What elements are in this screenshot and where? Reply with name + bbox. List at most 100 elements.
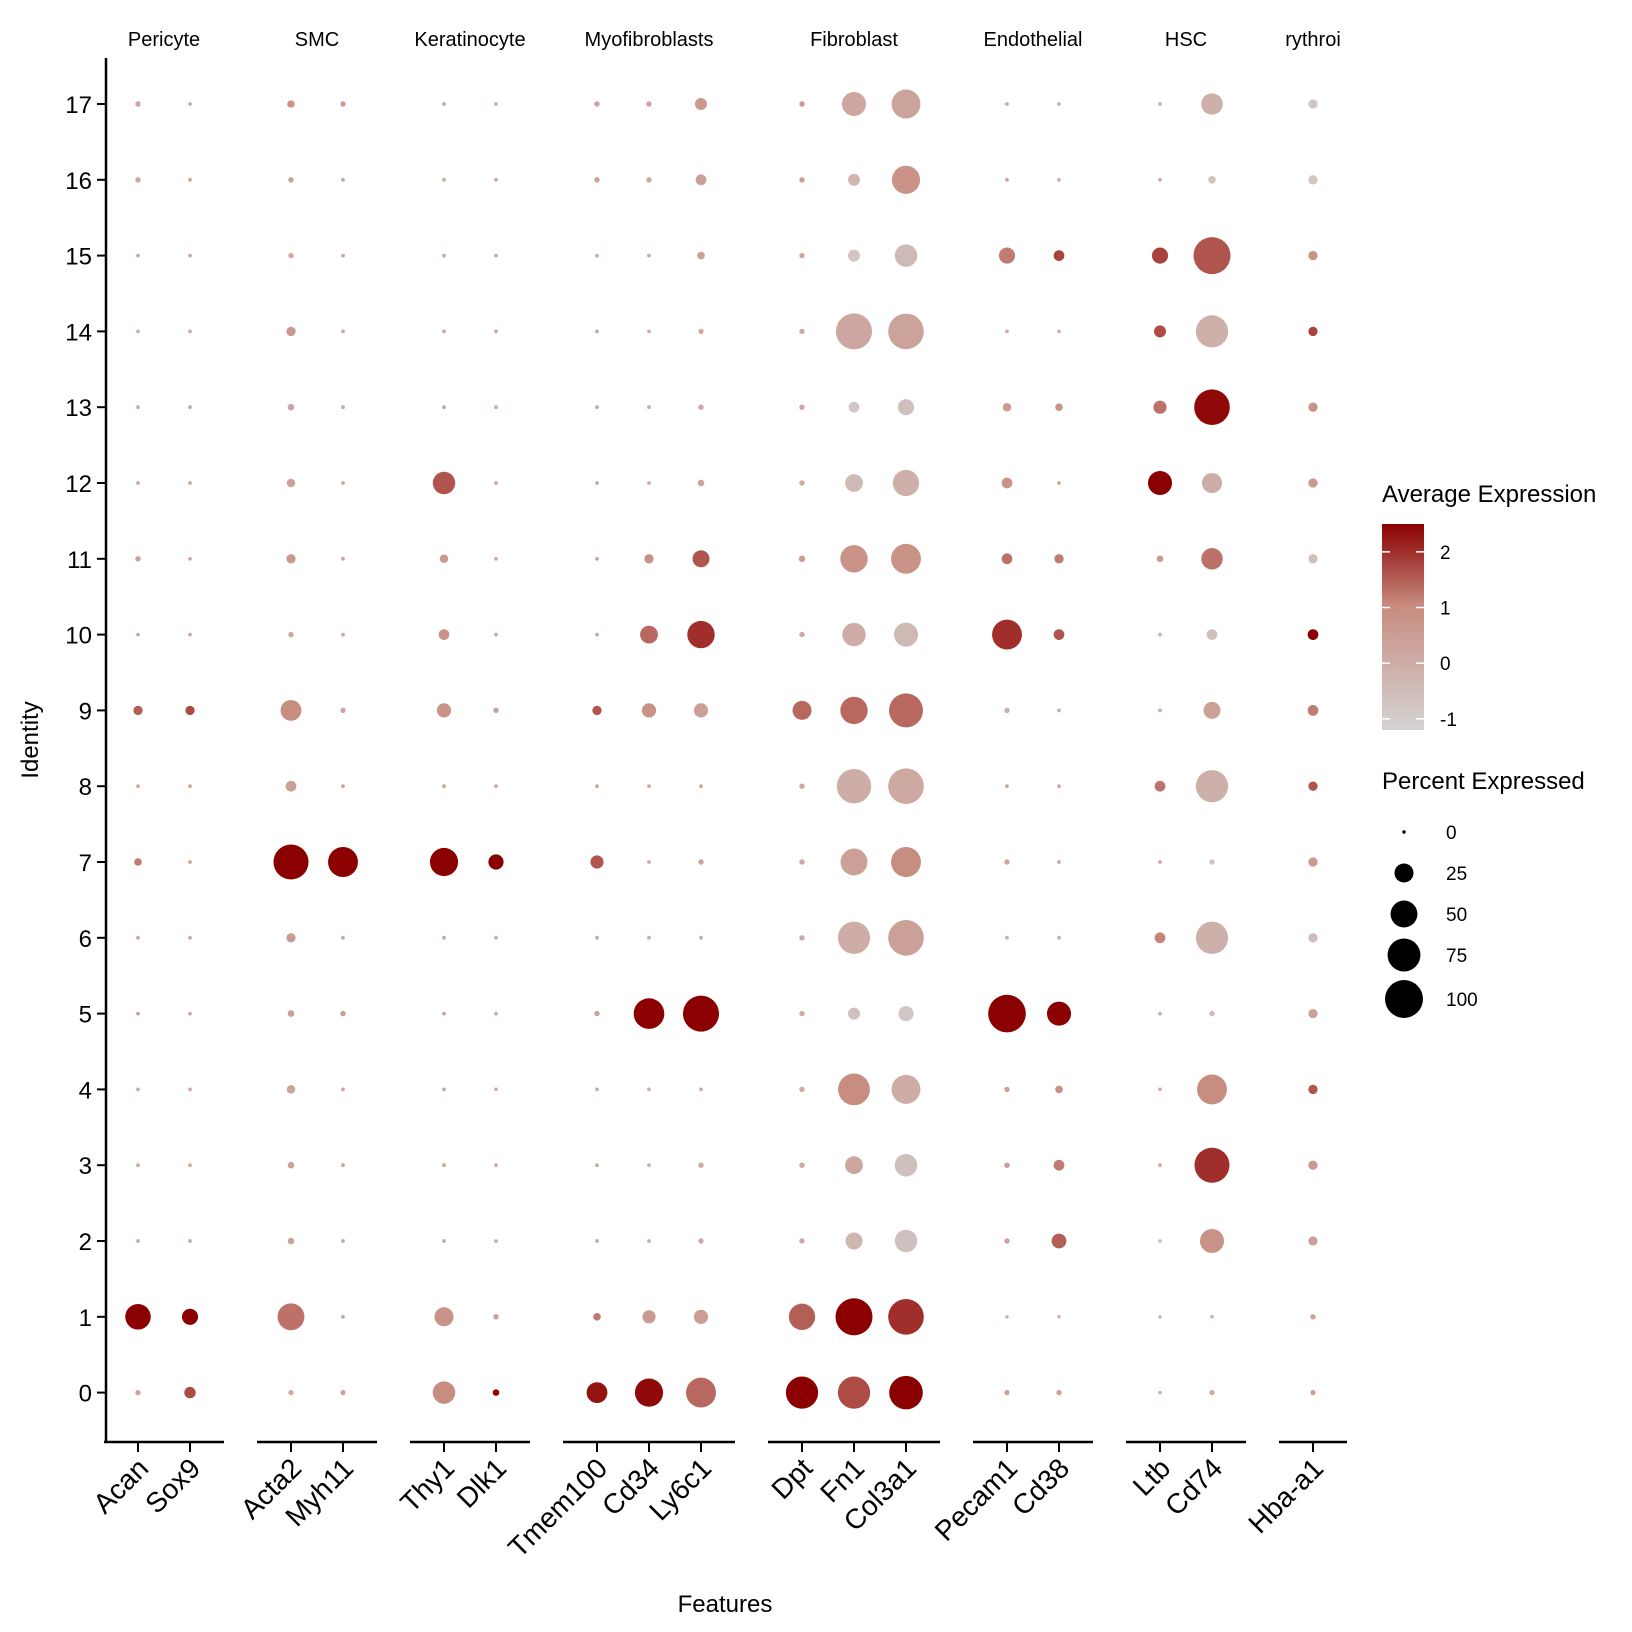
dot-sox9-identity-7: [188, 860, 192, 864]
dot-tmem100-identity-9: [592, 705, 602, 716]
dot-hba-a1-identity-1: [1310, 1314, 1316, 1320]
group-label-7: rythroi: [1285, 29, 1341, 51]
dot-cd38-identity-11: [1054, 554, 1064, 564]
dot-cd38-identity-7: [1057, 860, 1061, 864]
dot-dpt-identity-11: [798, 555, 806, 563]
dot-dlk1-identity-16: [494, 177, 498, 182]
dot-tmem100-identity-3: [595, 1163, 599, 1168]
dot-ltb-identity-10: [1158, 632, 1162, 637]
dot-sox9-identity-2: [188, 1239, 192, 1243]
dot-pecam1-identity-10: [992, 619, 1022, 650]
dot-cd38-identity-0: [1056, 1389, 1062, 1396]
dot-acta2-identity-7: [273, 844, 309, 880]
dot-acta2-identity-16: [288, 177, 294, 183]
dot-myh11-identity-9: [340, 707, 346, 714]
dot-fn1-identity-9: [840, 696, 868, 725]
dot-acta2-identity-13: [287, 403, 295, 411]
dot-fn1-identity-4: [838, 1073, 870, 1106]
dot-tmem100-identity-16: [594, 177, 600, 183]
dot-acan-identity-6: [136, 935, 140, 940]
group-label-6: HSC: [1165, 29, 1207, 51]
dot-pecam1-identity-15: [998, 247, 1016, 264]
dot-pecam1-identity-2: [1004, 1238, 1010, 1244]
dot-acan-identity-4: [136, 1087, 140, 1092]
dot-cd38-identity-10: [1053, 629, 1065, 640]
dot-fn1-identity-5: [847, 1007, 861, 1020]
y-tick-label: 6: [79, 926, 92, 953]
dot-dpt-identity-9: [792, 700, 812, 720]
dot-ltb-identity-13: [1153, 400, 1167, 414]
dot-ltb-identity-11: [1156, 555, 1164, 563]
dot-cd38-identity-8: [1057, 784, 1061, 789]
dot-cd74-identity-6: [1195, 921, 1229, 954]
dot-dlk1-identity-7: [488, 854, 504, 870]
dot-pecam1-identity-1: [1005, 1315, 1009, 1319]
dot-hba-a1-identity-17: [1308, 99, 1318, 109]
dot-myh11-identity-11: [341, 556, 345, 561]
dot-tmem100-identity-2: [595, 1239, 599, 1243]
dot-tmem100-identity-11: [595, 556, 599, 561]
dot-myh11-identity-5: [340, 1010, 346, 1017]
size-legend-label: 100: [1446, 990, 1478, 1011]
dot-col3a1-identity-5: [898, 1006, 914, 1022]
dot-sox9-identity-9: [185, 705, 195, 716]
dot-acta2-identity-15: [288, 252, 294, 259]
dot-myh11-identity-0: [340, 1389, 346, 1396]
dot-ly6c1-identity-14: [698, 328, 704, 335]
dot-thy1-identity-1: [434, 1307, 454, 1327]
dot-pecam1-identity-11: [1001, 553, 1013, 565]
dot-ltb-identity-17: [1158, 102, 1162, 106]
legend: Average Expression 2 1 0 -1 Percent Express…: [1382, 481, 1596, 1018]
dot-col3a1-identity-16: [891, 165, 921, 194]
dot-acta2-identity-8: [285, 780, 297, 792]
dot-cd38-identity-3: [1053, 1159, 1065, 1171]
dot-sox9-identity-11: [188, 556, 192, 561]
dot-fn1-identity-17: [841, 91, 867, 117]
size-legend-dot: [1394, 863, 1414, 883]
dot-dlk1-identity-15: [494, 253, 498, 258]
dot-tmem100-identity-12: [595, 481, 599, 485]
dot-dlk1-identity-8: [494, 784, 498, 789]
group-label-4: Fibroblast: [810, 29, 898, 51]
x-tick-label: Cd38: [1006, 1452, 1075, 1521]
dot-acan-identity-5: [136, 1011, 140, 1016]
dot-thy1-identity-6: [442, 935, 446, 940]
dot-cd34-identity-10: [640, 625, 658, 644]
y-tick-label: 1: [79, 1305, 92, 1332]
dot-myh11-identity-13: [341, 405, 345, 410]
dot-sox9-identity-14: [188, 329, 192, 334]
dot-acan-identity-14: [136, 329, 140, 334]
dot-acta2-identity-12: [286, 478, 296, 488]
dot-myh11-identity-17: [340, 101, 346, 107]
dot-col3a1-identity-3: [894, 1153, 918, 1177]
dot-cd38-identity-17: [1057, 102, 1061, 106]
dot-thy1-identity-8: [442, 784, 446, 789]
dot-cd74-identity-9: [1203, 701, 1221, 719]
dot-cd74-identity-10: [1206, 629, 1218, 640]
x-tick-label: Tmem100: [502, 1452, 613, 1563]
dot-thy1-identity-11: [439, 554, 449, 564]
dot-dlk1-identity-11: [494, 556, 498, 561]
dot-hba-a1-identity-15: [1308, 250, 1318, 261]
colorbar-ticks: 2 1 0 -1: [1382, 543, 1457, 731]
x-axis-title: Features: [678, 1591, 773, 1618]
dot-dlk1-identity-2: [494, 1239, 498, 1243]
dot-acan-identity-13: [136, 405, 140, 410]
y-tick-label: 7: [79, 850, 92, 877]
dot-ltb-identity-4: [1158, 1087, 1162, 1092]
size-legend-label: 0: [1446, 823, 1457, 844]
dot-ly6c1-identity-17: [694, 97, 708, 111]
dot-ltb-identity-15: [1151, 247, 1169, 264]
dot-fn1-identity-1: [835, 1298, 873, 1336]
dot-col3a1-identity-1: [888, 1298, 924, 1335]
dot-dpt-identity-0: [785, 1376, 819, 1409]
dot-acan-identity-1: [125, 1304, 151, 1330]
group-label-1: SMC: [295, 29, 339, 51]
dot-hba-a1-identity-14: [1308, 326, 1318, 337]
dot-dpt-identity-12: [799, 480, 805, 486]
x-tick-label: Dlk1: [451, 1452, 513, 1514]
dot-dlk1-identity-10: [494, 632, 498, 637]
dot-cd34-identity-2: [647, 1239, 651, 1243]
dot-dpt-identity-14: [799, 328, 805, 335]
